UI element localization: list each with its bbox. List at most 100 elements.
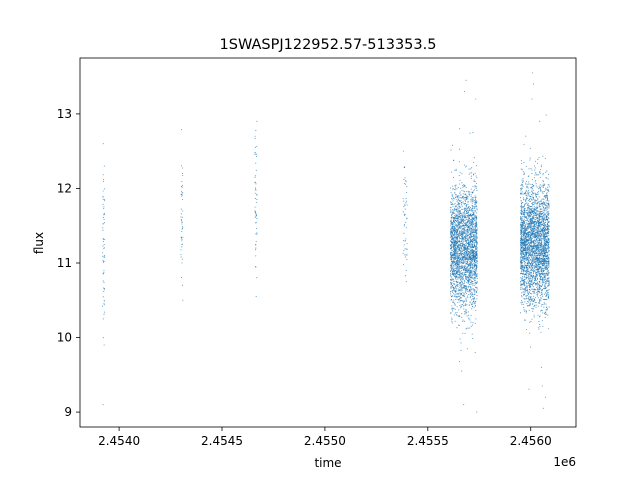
data-point [452,231,454,233]
data-point [472,264,474,266]
data-point [454,215,456,217]
data-point [548,226,550,228]
data-point [453,223,455,225]
data-point [529,274,531,276]
data-point [455,214,457,216]
data-point [255,214,258,216]
data-point [255,215,257,217]
data-point [542,247,544,249]
data-point [103,304,105,306]
data-point [530,280,533,282]
data-point [449,240,452,242]
data-point [471,267,473,269]
data-point [527,248,529,251]
data-point [524,251,526,253]
data-point [539,300,541,302]
data-point [520,234,522,236]
data-point [465,166,467,168]
data-point [469,208,471,210]
data-point [533,201,535,203]
data-point [542,267,544,269]
data-point [470,191,472,193]
data-point [466,257,468,259]
data-point [451,322,453,324]
data-point [546,258,549,260]
data-point [525,329,528,331]
data-point [452,240,454,242]
data-point [543,306,545,308]
data-point [476,289,478,291]
data-point [255,247,257,249]
data-point [457,240,460,242]
data-point [455,241,457,243]
data-point [525,253,527,255]
data-point [531,199,533,201]
data-point [464,224,466,226]
data-point [547,281,549,283]
data-point [465,234,467,236]
data-point [450,312,452,314]
data-point [529,235,531,237]
data-point [455,275,457,277]
data-point [464,212,466,214]
data-point [526,219,528,221]
data-point [472,214,474,216]
data-point [534,167,536,169]
data-point [453,252,455,255]
data-point [457,295,459,298]
data-point [455,169,457,172]
data-point [450,210,452,212]
data-point [539,243,541,245]
data-point [548,280,550,282]
data-point [474,282,476,284]
data-point [403,200,405,202]
data-point [255,181,257,183]
data-point [548,191,550,193]
data-point [533,275,535,277]
data-point [459,260,461,262]
data-point [475,253,477,255]
data-point [453,253,455,255]
data-point [453,251,455,253]
data-point [459,171,461,173]
data-point [544,202,546,205]
data-point [460,253,463,255]
data-point [521,276,524,278]
data-point [468,226,470,228]
data-point [454,248,456,250]
data-point [459,205,461,208]
data-point [454,274,457,276]
data-point [181,262,183,264]
data-point [525,278,527,280]
data-point [537,158,539,161]
data-point [450,215,453,217]
data-point [520,206,522,208]
data-point [466,276,468,278]
data-point [103,288,105,290]
data-point [457,229,459,231]
data-point [521,207,523,209]
data-point [465,245,467,247]
data-point [460,204,463,206]
data-point [472,235,474,237]
data-point [406,186,408,188]
data-point [403,206,405,208]
data-point [254,211,256,213]
data-point [454,262,456,264]
data-point [468,225,470,227]
data-point [461,257,464,259]
data-point [453,212,455,214]
data-point [451,193,453,195]
data-point [525,190,527,192]
data-point [457,267,459,270]
data-point [521,225,523,228]
data-point [457,250,459,252]
data-point [451,253,453,255]
data-point [468,237,470,239]
data-point [540,299,542,301]
data-point [255,213,257,215]
data-point [463,304,465,306]
data-point [471,230,473,232]
data-point [541,279,544,282]
data-point [453,287,455,289]
